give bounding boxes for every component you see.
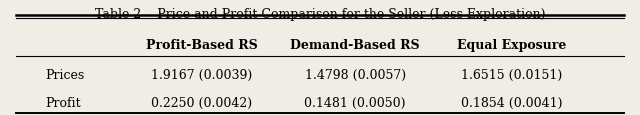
Text: 0.2250 (0.0042): 0.2250 (0.0042) bbox=[151, 96, 252, 109]
Text: 1.9167 (0.0039): 1.9167 (0.0039) bbox=[151, 68, 252, 81]
Text: Profit-Based RS: Profit-Based RS bbox=[146, 38, 257, 51]
Text: Prices: Prices bbox=[45, 68, 84, 81]
Text: 0.1481 (0.0050): 0.1481 (0.0050) bbox=[305, 96, 406, 109]
Text: Equal Exposure: Equal Exposure bbox=[458, 38, 566, 51]
Text: Demand-Based RS: Demand-Based RS bbox=[291, 38, 420, 51]
Text: 1.4798 (0.0057): 1.4798 (0.0057) bbox=[305, 68, 406, 81]
Text: 1.6515 (0.0151): 1.6515 (0.0151) bbox=[461, 68, 563, 81]
Text: 0.1854 (0.0041): 0.1854 (0.0041) bbox=[461, 96, 563, 109]
Text: Table 2    Price and Profit Comparison for the Seller (Less Exploration): Table 2 Price and Profit Comparison for … bbox=[95, 8, 545, 21]
Text: Profit: Profit bbox=[45, 96, 81, 109]
